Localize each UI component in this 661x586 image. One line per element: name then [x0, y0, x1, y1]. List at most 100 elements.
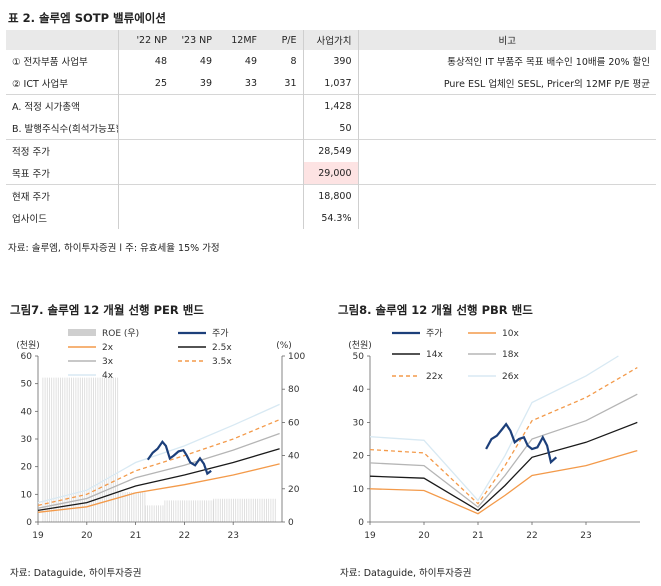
chart2-source: 자료: Dataguide, 하이투자증권: [340, 568, 472, 579]
y-tick-label: 0: [358, 518, 364, 528]
y-axis-label: (천원): [348, 340, 372, 351]
legend-label: 3.5x: [212, 357, 232, 367]
y-tick-label: 20: [21, 463, 33, 473]
legend: ROE (우) 주가 2x 2.5x 3x 3.5x 4x: [68, 328, 232, 381]
row-note: [358, 184, 656, 207]
series-2x-line: [37, 463, 280, 513]
legend-item: 3x: [68, 357, 114, 367]
row-pe: [263, 94, 304, 117]
table-row: 적정 주가 28,549: [6, 139, 656, 162]
row-value: 28,549: [303, 139, 359, 162]
row-label: ① 전자부품 사업부: [6, 50, 119, 72]
series-10x-line: [369, 449, 638, 515]
legend-label: 2x: [102, 343, 114, 353]
row-value: 1,037: [303, 72, 359, 95]
row-np22: 25: [154, 77, 167, 89]
y-right-tick-label: 20: [288, 485, 300, 495]
legend-item: 2.5x: [178, 343, 232, 353]
legend-item: 14x: [392, 350, 443, 360]
legend-item: ROE (우): [68, 328, 139, 339]
legend: 주가 10x 14x 18x 22x 26x: [392, 328, 519, 382]
series-35x-line: [37, 419, 280, 507]
row-12mf: 49: [244, 55, 257, 67]
series-25x-line: [37, 448, 280, 512]
row-note: [358, 207, 656, 229]
row-label: 현재 주가: [6, 184, 119, 207]
series-4x-line: [37, 403, 280, 504]
x-tick-label: 19: [364, 531, 376, 541]
row-note: [358, 162, 656, 185]
y-tick-label: 10: [353, 485, 365, 495]
y-tick-label: 50: [21, 380, 33, 390]
row-np22: [118, 117, 173, 140]
legend-label: 2.5x: [212, 343, 232, 353]
y-right-axis-label: (%): [276, 341, 292, 351]
x-tick-label: 20: [418, 531, 430, 541]
row-np23: [173, 139, 218, 162]
row-np23: 49: [199, 55, 212, 67]
x-tick-label: 20: [81, 531, 93, 541]
row-12mf: [218, 162, 263, 185]
row-note: [358, 117, 656, 140]
row-pe: 31: [263, 72, 304, 95]
row-12mf: [218, 184, 263, 207]
row-pe: [263, 117, 304, 140]
row-np23: [173, 162, 218, 185]
per-band-chart: 0 10 20 30 40 50 60 0 20 40 60 80 100(%) (천원) 19 20 21 22…: [16, 328, 305, 541]
row-np22: [118, 139, 173, 162]
x-tick-label: 21: [130, 531, 141, 541]
row-pe: [263, 139, 304, 162]
header-value: 사업가치: [303, 30, 359, 50]
row-note: 통상적인 IT 부품주 목표 배수인 10배를 20% 할인: [447, 57, 650, 68]
legend-item: 22x: [392, 372, 443, 382]
x-tick-label: 23: [580, 531, 591, 541]
table-row: 업사이드 54.3%: [6, 207, 656, 229]
row-pe: [263, 207, 304, 229]
row-np23: [173, 207, 218, 229]
row-np22: [118, 207, 173, 229]
y-right-tick-label: 80: [288, 385, 300, 395]
row-np22: [118, 94, 173, 117]
table-row: A. 적정 시가총액 1,428: [6, 94, 656, 117]
row-np23: [173, 94, 218, 117]
y-tick-label: 60: [21, 352, 33, 362]
y-right-tick-label: 0: [288, 518, 294, 528]
legend-label: 26x: [502, 372, 519, 382]
legend-label: 10x: [502, 329, 519, 339]
row-value: 390: [303, 50, 359, 72]
chart1-source: 자료: Dataguide, 하이투자증권: [10, 568, 142, 579]
row-np22: 48: [154, 55, 167, 67]
table-row: 목표 주가 29,000: [6, 162, 656, 185]
x-tick-label: 21: [472, 531, 483, 541]
table-row: ① 전자부품 사업부 48 49 49 8 390 통상적인 IT 부품주 목표 배수인 1…: [6, 50, 656, 72]
row-np23: [173, 184, 218, 207]
series-3x-line: [37, 432, 280, 509]
y-right-tick-label: 100: [288, 352, 305, 362]
row-12mf: [218, 207, 263, 229]
legend-item: 10x: [468, 329, 519, 339]
y-axis-label: (천원): [16, 340, 40, 351]
row-note: [358, 94, 656, 117]
legend-label: 18x: [502, 350, 519, 360]
row-label: 업사이드: [6, 207, 119, 229]
sotp-table: '22 NP '23 NP 12MF P/E 사업가치 비고 ① 전자부품 사업…: [6, 30, 656, 229]
row-np22: [118, 184, 173, 207]
legend-item: 3.5x: [178, 357, 232, 367]
y-tick-label: 0: [26, 518, 32, 528]
legend-item: 2x: [68, 343, 114, 353]
row-label: 목표 주가: [6, 162, 119, 185]
y-tick-label: 40: [353, 385, 365, 395]
row-12mf: 33: [244, 77, 257, 89]
legend-swatch-roe: [68, 329, 96, 336]
row-value: 18,800: [303, 184, 359, 207]
chart1-title: 그림7. 솔루엠 12 개월 선행 PER 밴드: [10, 303, 204, 317]
row-label: B. 발행주식수(희석가능포함): [6, 117, 119, 140]
row-np23: 39: [199, 77, 212, 89]
y-right-tick-label: 40: [288, 452, 300, 462]
y-tick-label: 50: [353, 352, 365, 362]
row-12mf: [218, 94, 263, 117]
row-label: A. 적정 시가총액: [6, 94, 119, 117]
legend-item: 4x: [68, 371, 114, 381]
x-tick-label: 19: [32, 531, 44, 541]
legend-label: ROE (우): [102, 328, 139, 339]
